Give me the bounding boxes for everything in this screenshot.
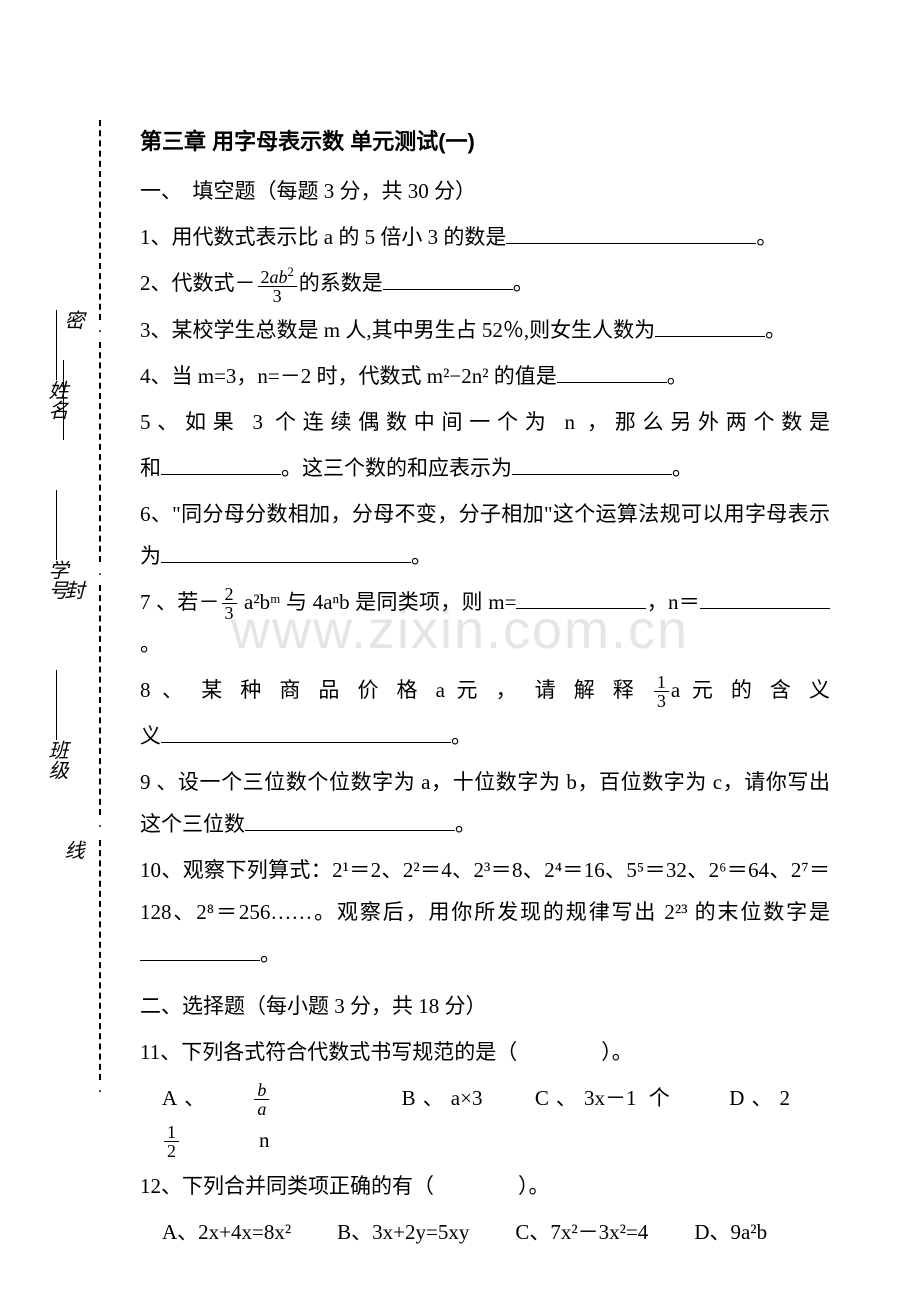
q5-blank-1 <box>161 454 281 475</box>
dot: · <box>94 1085 106 1097</box>
binding-margin: · 密 · 封 · 线 · <box>85 120 115 1080</box>
q5-blank-2 <box>512 454 672 475</box>
q6-blank <box>161 542 411 563</box>
q3-text: 3、某校学生总数是 m 人,其中男生占 52％,则女生人数为 <box>140 318 655 342</box>
q12: 12、下列合并同类项正确的有（ ）。 <box>140 1165 830 1207</box>
q10-text: 10、观察下列算式：2¹＝2、2²＝4、2³＝8、2⁴＝16、5⁵＝32、2⁶＝… <box>140 858 830 924</box>
q12-opt-a: A、2x+4x=8x² <box>162 1211 291 1253</box>
q8-blank <box>161 722 451 743</box>
q12-opt-d: D、9a²b <box>694 1211 767 1253</box>
q12-options: A、2x+4x=8x² B、3x+2y=5xy C、7x²－3x²=4 D、9a… <box>162 1211 830 1253</box>
q7-text-c: ，n＝ <box>646 590 700 614</box>
section-2-heading: 二、选择题（每小题 3 分，共 18 分） <box>140 985 830 1027</box>
q7-text-a: 7 、若－ <box>140 590 220 614</box>
q2-text-a: 2、代数式－ <box>140 271 256 295</box>
q11: 11、下列各式符合代数式书写规范的是（ ）。 <box>140 1031 830 1073</box>
q2-blank <box>383 269 513 290</box>
q5-text-c: 。这三个数的和应表示为 <box>281 456 512 480</box>
q7-text-b: a²bᵐ 与 4aⁿb 是同类项，则 m= <box>239 590 517 614</box>
q7-end: 。 <box>140 632 161 656</box>
q7-fraction: 23 <box>222 585 237 622</box>
q5-text-b: 和 <box>140 456 161 480</box>
q1: 1、用代数式表示比 a 的 5 倍小 3 的数是 。 <box>140 216 830 258</box>
q8-text-a: 8 、 某 种 商 品 价 格 a 元 ， 请 解 释 <box>140 678 652 702</box>
q9-end: 。 <box>455 812 476 836</box>
field-id-label: 学号 <box>42 490 71 600</box>
q8-l1: 8 、 某 种 商 品 价 格 a 元 ， 请 解 释 13a 元 的 含 义 <box>140 669 830 711</box>
q11-opt-c: C、3x－1 个 <box>535 1086 677 1110</box>
q9-text: 9 、设一个三位数个位数字为 a，十位数字为 b，百位数字为 c，请你写出这个三… <box>140 770 830 836</box>
q8-fraction: 13 <box>654 673 669 710</box>
q4-text: 4、当 m=3，n=－2 时，代数式 m²−2n² 的值是 <box>140 364 557 388</box>
q6: 6、"同分母分数相加，分母不变，分子相加"这个运算法规可以用字母表示为。 <box>140 493 830 577</box>
q12-opt-b: B、3x+2y=5xy <box>337 1211 469 1253</box>
dot: · <box>94 568 106 580</box>
q2-fraction: 2ab23 <box>258 266 297 305</box>
q7-blank-2 <box>700 588 830 609</box>
chapter-title: 第三章 用字母表示数 单元测试(一) <box>140 120 830 164</box>
q11-options: A、ba B、a×3 C、3x－1 个 D、212n <box>162 1077 830 1161</box>
q3-end: 。 <box>765 318 786 342</box>
q10-blank <box>140 940 260 961</box>
field-class-label: 班级 <box>42 670 71 780</box>
q9-blank <box>245 810 455 831</box>
q5-end: 。 <box>672 456 693 480</box>
page-content: 第三章 用字母表示数 单元测试(一) 一、 填空题（每题 3 分，共 30 分）… <box>140 120 830 1257</box>
q11-opt-b: B、a×3 <box>402 1086 483 1110</box>
field-name-label: 姓名 <box>42 310 71 420</box>
dash-seg <box>99 585 101 815</box>
q5-l2: 和 。这三个数的和应表示为 。 <box>140 447 830 489</box>
dot: · <box>94 820 106 832</box>
q4-blank <box>557 362 667 383</box>
q2-text-b: 的系数是 <box>299 271 383 295</box>
q2: 2、代数式－2ab23的系数是 。 <box>140 262 830 305</box>
q7-blank-1 <box>516 588 646 609</box>
q10: 10、观察下列算式：2¹＝2、2²＝4、2³＝8、2⁴＝16、5⁵＝32、2⁶＝… <box>140 849 830 975</box>
q1-text: 1、用代数式表示比 a 的 5 倍小 3 的数是 <box>140 225 506 249</box>
q1-end: 。 <box>756 225 777 249</box>
dot: · <box>94 325 106 337</box>
dash-seg <box>99 342 101 562</box>
q7: 7 、若－23 a²bᵐ 与 4aⁿb 是同类项，则 m= ，n＝ 。 <box>140 581 830 665</box>
q11-opt-a: A、ba <box>162 1086 349 1110</box>
q4-end: 。 <box>667 364 688 388</box>
q1-blank <box>506 223 756 244</box>
dash-seg <box>99 840 101 1080</box>
q2-end: 。 <box>513 271 534 295</box>
q4: 4、当 m=3，n=－2 时，代数式 m²−2n² 的值是 。 <box>140 355 830 397</box>
q5-l1: 5、如果 3 个连续偶数中间一个为 n ，那么另外两个数是 <box>140 401 830 443</box>
q8-l2: 义。 <box>140 715 830 757</box>
dash-seg <box>99 120 101 320</box>
q5-text-a: 5、如果 3 个连续偶数中间一个为 n ，那么另外两个数是 <box>140 410 830 434</box>
q12-opt-c: C、7x²－3x²=4 <box>515 1211 648 1253</box>
q8-end: 。 <box>451 724 472 748</box>
q3: 3、某校学生总数是 m 人,其中男生占 52％,则女生人数为 。 <box>140 309 830 351</box>
q6-end: 。 <box>411 544 432 568</box>
q9: 9 、设一个三位数个位数字为 a，十位数字为 b，百位数字为 c，请你写出这个三… <box>140 761 830 845</box>
q3-blank <box>655 316 765 337</box>
section-1-heading: 一、 填空题（每题 3 分，共 30 分） <box>140 170 830 212</box>
q10-end: 。 <box>260 942 281 966</box>
q8-text-b: a 元 的 含 义 <box>671 678 830 702</box>
seal-label-3: 线 <box>57 840 87 863</box>
